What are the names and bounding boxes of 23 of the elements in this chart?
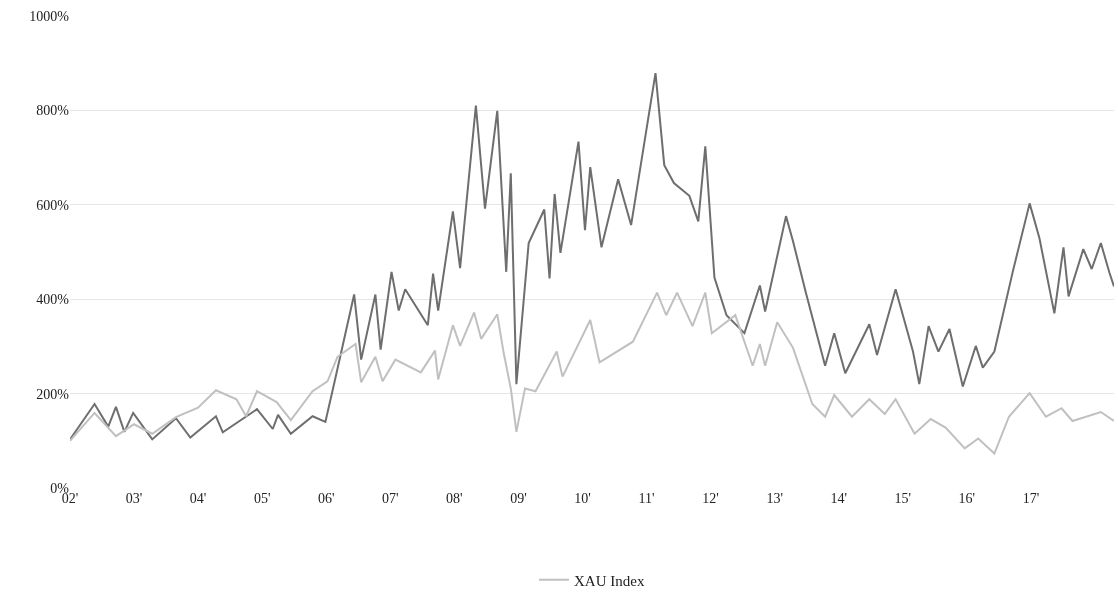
x-tick-label: 08' — [446, 491, 463, 506]
x-tick-label: 11' — [638, 491, 655, 506]
x-tick-label: 09' — [510, 491, 527, 506]
x-tick-label: 14' — [830, 491, 848, 506]
x-tick-label: 07' — [382, 491, 399, 506]
x-tick-label: 17' — [1022, 491, 1040, 506]
x-tick-label: 13' — [766, 491, 784, 506]
legend-label: XAU Index — [574, 572, 645, 589]
y-tick-label: 400% — [36, 292, 70, 308]
line-series — [70, 291, 1114, 455]
x-tick-label: 16' — [958, 491, 976, 506]
y-tick-label: 800% — [36, 103, 70, 119]
y-tick-label: 1000% — [29, 8, 70, 24]
x-tick-label: 06' — [317, 491, 335, 506]
y-tick-label: 200% — [36, 386, 70, 402]
x-tick-label: 15' — [894, 491, 912, 506]
line-series — [70, 72, 1114, 441]
x-tick-label: 10' — [574, 491, 591, 506]
x-tick-label: 04' — [189, 491, 207, 506]
x-tick-label: 03' — [125, 491, 143, 506]
x-tick-label: 05' — [253, 491, 271, 506]
y-tick-label: 600% — [36, 197, 70, 213]
x-tick-label: 12' — [702, 491, 719, 506]
